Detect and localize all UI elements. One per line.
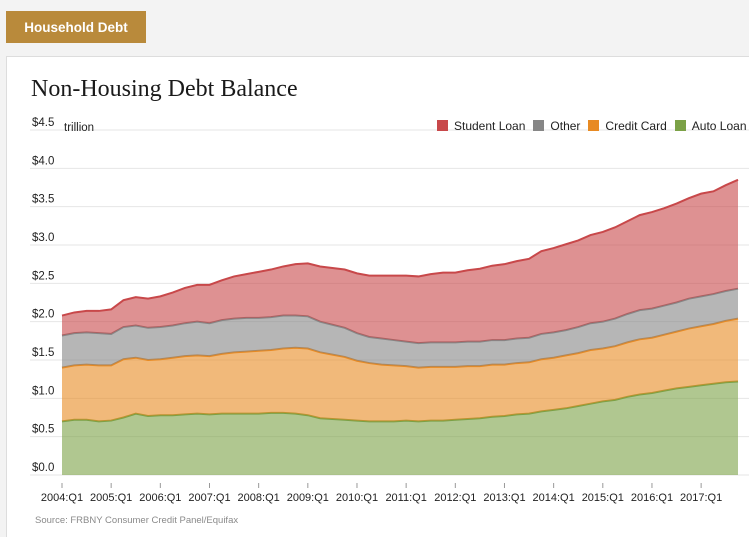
y-tick-label: $4.0 — [32, 155, 54, 167]
x-tick-label: 2016:Q1 — [631, 492, 673, 504]
x-tick-label: 2013:Q1 — [483, 492, 525, 504]
area-credit-card — [62, 318, 738, 422]
legend-label: Credit Card — [605, 118, 667, 133]
x-tick-label: 2012:Q1 — [434, 492, 476, 504]
legend-item-credit-card[interactable]: Credit Card — [588, 118, 667, 133]
legend-item-other[interactable]: Other — [533, 119, 580, 133]
legend-swatch — [437, 120, 448, 131]
y-tick-label: $2.0 — [32, 309, 54, 321]
legend-label: Other — [550, 118, 581, 133]
x-tick-label: 2014:Q1 — [533, 492, 575, 504]
legend-item-auto-loan[interactable]: Auto Loan — [674, 118, 747, 133]
x-tick-label: 2004:Q1 — [41, 492, 83, 504]
stacked-areas — [61, 178, 739, 475]
y-tick-label: $3.5 — [32, 194, 54, 206]
x-tick-label: 2017:Q1 — [680, 492, 722, 504]
y-axis-ticks: $0.0 $0.5 $1.0 $1.5 $2.0 $2.5 $3.0 $3.5 $4.0 $4.5 — [32, 117, 54, 474]
y-tick-label: $1.0 — [32, 385, 54, 397]
legend-label: Student Loan — [454, 118, 526, 133]
x-tick-label: 2010:Q1 — [336, 492, 378, 504]
x-tick-label: 2008:Q1 — [238, 492, 280, 504]
legend-swatch — [533, 120, 545, 131]
y-tick-label: $1.5 — [32, 347, 54, 359]
y-tick-label: $3.0 — [32, 232, 54, 244]
x-tick-label: 2011:Q1 — [385, 492, 426, 504]
y-tick-label: $0.5 — [32, 424, 54, 436]
area-other — [62, 288, 738, 368]
area-student-loan — [62, 179, 738, 344]
legend-label: Auto Loan — [691, 118, 747, 133]
y-tick-label: $0.0 — [32, 462, 54, 474]
x-tick-label: 2007:Q1 — [188, 492, 230, 504]
x-tick-label: 2006:Q1 — [139, 492, 181, 504]
chart-title: Non-Housing Debt Balance — [31, 76, 298, 102]
x-axis-ticks: 2004:Q1 2005:Q1 2006:Q1 2007:Q1 2008:Q1 2009:… — [41, 483, 722, 504]
legend-swatch — [588, 120, 600, 131]
household-debt-tab[interactable]: Household Debt — [6, 11, 146, 43]
x-tick-label: 2009:Q1 — [287, 492, 329, 504]
legend-item-student-loan[interactable]: Student Loan — [437, 119, 525, 133]
x-tick-label: 2005:Q1 — [90, 492, 132, 504]
x-tick-label: 2015:Q1 — [582, 492, 624, 504]
y-tick-label: $4.5 — [32, 117, 54, 129]
y-axis-unit-label: trillion — [64, 122, 95, 134]
line-student-loan — [61, 178, 739, 317]
area-auto-loan — [62, 381, 738, 475]
source-note: Source: FRBNY Consumer Credit Panel/Equi… — [35, 515, 239, 526]
legend-swatch — [674, 120, 686, 131]
chart-legend: Student Loan Other Credit Card Auto Loan — [437, 118, 749, 133]
y-tick-label: $2.5 — [32, 270, 54, 282]
